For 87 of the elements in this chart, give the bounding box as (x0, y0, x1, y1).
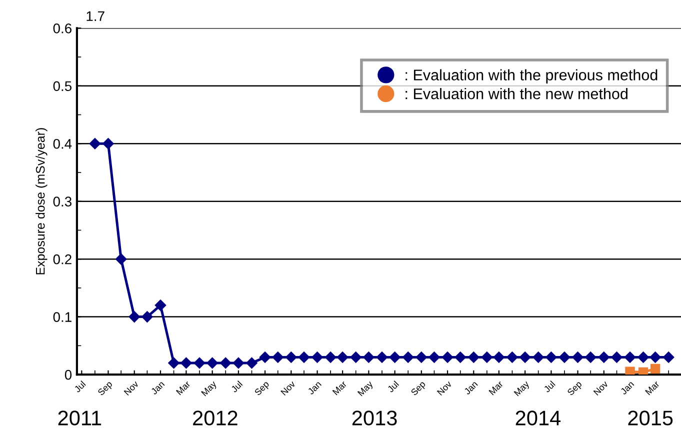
x-tick-label: Jul (543, 380, 556, 393)
point (180, 357, 192, 369)
x-tick-label: Nov (280, 380, 296, 396)
point (546, 352, 557, 363)
x-tick-label: Jan (620, 380, 634, 395)
point (585, 352, 596, 363)
y-tick-label: 0.4 (53, 138, 72, 149)
point (206, 357, 218, 369)
point (598, 352, 610, 363)
point (312, 352, 323, 363)
point (532, 352, 544, 363)
x-tick-label: Mar (176, 380, 191, 396)
x-tick-label: Jan (307, 380, 322, 395)
point (625, 366, 635, 375)
y-tick-label: 0.5 (53, 81, 72, 92)
x-tick-label: Nov (124, 380, 140, 396)
legend-label: : Evaluation with the previous method (406, 69, 658, 84)
point (298, 352, 310, 363)
point (259, 352, 271, 363)
x-tick-label: Jul (74, 380, 86, 393)
x-tick-label: Jul (386, 380, 400, 393)
point (638, 352, 649, 363)
text: 2011 (58, 410, 102, 426)
point (363, 352, 374, 363)
x-tick-label: Jan (464, 380, 478, 395)
text: 2015 (628, 410, 673, 426)
point (272, 352, 284, 363)
point (389, 352, 400, 363)
point (402, 352, 414, 363)
y-tick-label: 0.1 (53, 312, 72, 322)
point (376, 352, 388, 363)
y-tick-label: 0.3 (53, 196, 72, 207)
point (142, 311, 153, 322)
x-tick-label: May (514, 380, 531, 398)
point (493, 352, 505, 363)
point (115, 253, 127, 265)
point (168, 357, 180, 369)
x-tick-label: Mar (645, 380, 660, 396)
point (506, 352, 518, 363)
point (324, 352, 336, 363)
x-tick-label: Mar (488, 380, 504, 396)
point (89, 138, 101, 150)
point (102, 138, 114, 150)
y-tick-label: 0.6 (53, 23, 72, 34)
y-tick-label: 0 (64, 370, 72, 380)
x-tick-label: Sep (410, 380, 428, 398)
x-tick-label: May (201, 380, 218, 398)
point (442, 352, 454, 363)
point (519, 352, 531, 363)
text: 2013 (352, 410, 397, 426)
point (638, 367, 648, 375)
y-tick-label: 0.2 (53, 254, 72, 264)
point (454, 352, 466, 363)
point (662, 352, 674, 363)
x-tick-label: Jul (230, 380, 243, 393)
point (232, 357, 244, 369)
text: 2014 (516, 410, 561, 426)
x-tick-label: Mar (332, 380, 348, 396)
x-tick-label: Sep (254, 380, 271, 398)
text: 1.7 (86, 11, 104, 21)
point (468, 352, 480, 363)
text: 2012 (193, 410, 238, 426)
x-tick-label: Sep (97, 380, 114, 398)
x-tick-label: May (357, 380, 375, 398)
x-tick-label: Nov (436, 380, 452, 396)
point (194, 357, 206, 369)
point (286, 352, 297, 363)
point (428, 352, 440, 363)
x-tick-label: Nov (593, 380, 609, 396)
point (336, 352, 348, 363)
x-tick-label: Jan (150, 380, 165, 395)
point (572, 352, 584, 363)
point (558, 352, 570, 363)
point (650, 364, 660, 374)
point (416, 352, 427, 363)
point (650, 352, 661, 363)
y-axis-title: Exposure dose (mSv/year) (36, 128, 48, 274)
x-tick-label: Sep (566, 380, 584, 398)
point (128, 311, 140, 322)
legend-label: : Evaluation with the new method (406, 88, 628, 100)
point (246, 357, 258, 369)
point (611, 352, 622, 363)
point (350, 352, 362, 363)
point (481, 352, 493, 363)
point (154, 300, 166, 311)
point (220, 357, 232, 369)
point (624, 352, 636, 363)
